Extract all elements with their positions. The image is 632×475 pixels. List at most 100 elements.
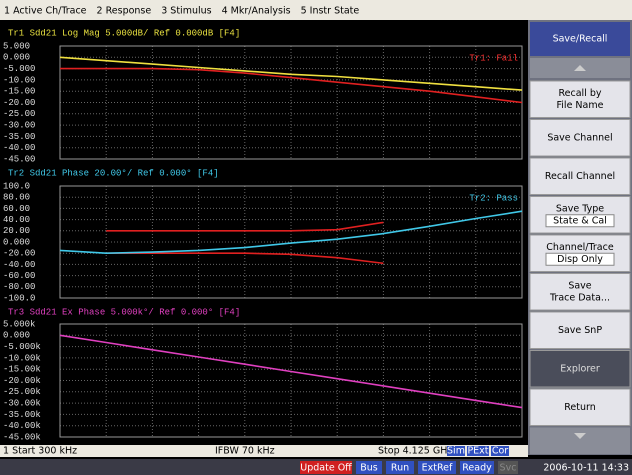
status-box	[460, 461, 494, 474]
status-item: Bus	[360, 463, 378, 474]
y-tick-label: -40.00	[3, 143, 35, 153]
y-tick-label: 100.0	[3, 181, 30, 191]
menu-item[interactable]: 4 Mkr/Analysis	[222, 6, 291, 17]
flag-box	[447, 446, 465, 456]
y-tick-label: -45.00	[3, 154, 35, 164]
softkey-label: Save	[568, 280, 591, 291]
softkey-label: File Name	[557, 100, 604, 111]
y-tick-label: -60.00	[3, 271, 35, 281]
softkey-label: Save Type	[556, 203, 604, 214]
y-tick-label: -25.00k	[3, 387, 41, 397]
plot-frame	[59, 323, 523, 438]
status-box	[386, 461, 414, 474]
y-tick-label: -35.00	[3, 132, 35, 142]
datetime: 2006-10-11 14:33	[543, 463, 629, 474]
trace-line	[59, 210, 523, 255]
y-tick-label: 5.000	[3, 41, 30, 51]
sweep-stop: Stop 4.125 GHz	[378, 446, 452, 457]
flag-box	[467, 446, 489, 456]
y-tick-label: 0.000	[3, 53, 30, 63]
y-tick-label: -5.000	[3, 64, 35, 74]
flag: PExt	[467, 446, 488, 457]
arrow-down	[574, 433, 586, 439]
trace-status: Tr1: Fail	[469, 53, 518, 63]
menu-item[interactable]: 3 Stimulus	[161, 6, 211, 17]
softkey-label: Trace Data...	[549, 292, 610, 303]
y-tick-label: -80.00	[3, 282, 35, 292]
softkey-label: Recall by	[558, 88, 601, 99]
softkey-label: Save SnP	[558, 325, 602, 336]
y-tick-label: 40.00	[3, 215, 30, 225]
flag-box	[491, 446, 509, 456]
softkey[interactable]	[529, 157, 631, 195]
y-tick-label: -20.00	[3, 98, 35, 108]
status-item: Update Off	[300, 463, 352, 474]
y-tick-label: -20.00	[3, 249, 35, 259]
trace-line	[59, 56, 523, 91]
y-tick-label: -5.000k	[3, 342, 41, 352]
status-box	[300, 461, 352, 474]
y-tick-label: -25.00	[3, 109, 35, 119]
trace-line	[106, 252, 384, 265]
y-tick-label: 0.000	[3, 237, 30, 247]
y-tick-label: 80.00	[3, 193, 30, 203]
y-tick-label: -40.00	[3, 260, 35, 270]
y-tick-label: -10.00	[3, 75, 35, 85]
y-tick-label: -20.00k	[3, 376, 41, 386]
plot-frame	[59, 185, 523, 299]
flag: Sim	[447, 446, 465, 457]
flag: Cor	[492, 446, 508, 457]
status-item: Svc	[500, 463, 517, 474]
status-item: Run	[391, 463, 409, 474]
softkey-title: Save/Recall	[553, 34, 608, 45]
softkey-value-box	[545, 252, 615, 266]
y-tick-label: 5.000k	[3, 319, 35, 329]
footer-bar	[0, 445, 528, 457]
softkey-label: Explorer	[560, 363, 600, 374]
softkey[interactable]	[529, 311, 631, 349]
menu-item[interactable]: 5 Instr State	[301, 6, 360, 17]
y-tick-label: -30.00k	[3, 398, 41, 408]
softkey[interactable]	[529, 350, 631, 388]
softkey-label: Save Channel	[547, 132, 612, 143]
y-tick-label: -30.00	[3, 120, 35, 130]
softkey[interactable]	[529, 119, 631, 157]
menu-item[interactable]: 2 Response	[97, 6, 152, 17]
menu-bar	[0, 0, 632, 20]
softkey[interactable]	[529, 80, 631, 118]
softkey-label: Channel/Trace	[546, 242, 614, 253]
y-tick-label: -45.00k	[3, 432, 41, 442]
status-item: Ready	[462, 463, 492, 474]
trace-line	[106, 221, 384, 232]
trace-header: Tr1 Sdd21 Log Mag 5.000dB/ Ref 0.000dB […	[8, 28, 240, 38]
trace-line	[60, 67, 523, 104]
trace-header: Tr3 Sdd21 Ex Phase 5.000k°/ Ref 0.000° […	[8, 307, 240, 317]
scroll-down[interactable]	[530, 427, 630, 455]
softkey-label: Recall Channel	[545, 171, 615, 182]
y-tick-label: -15.00k	[3, 365, 41, 375]
menu-item[interactable]: 1 Active Ch/Trace	[4, 6, 87, 17]
softkey-title-box	[530, 22, 630, 56]
softkey[interactable]	[529, 388, 631, 426]
y-tick-label: 20.00	[3, 226, 30, 236]
status-box	[356, 461, 382, 474]
y-tick-label: -35.00k	[3, 410, 41, 420]
y-tick-label: -10.00k	[3, 353, 41, 363]
y-tick-label: -40.00k	[3, 421, 41, 431]
status-item: ExtRef	[422, 463, 453, 474]
status-box	[498, 461, 518, 474]
y-tick-label: -100.0	[3, 293, 35, 303]
y-tick-label: -15.00	[3, 87, 35, 97]
softkey-label: Return	[564, 402, 596, 413]
softkey-value: Disp Only	[557, 254, 603, 265]
softkey[interactable]	[529, 273, 631, 311]
softkey-value: State & Cal	[553, 215, 607, 226]
trace-status: Tr2: Pass	[469, 193, 518, 203]
y-tick-label: 0.000	[3, 331, 30, 341]
trace-header: Tr2 Sdd21 Phase 20.00°/ Ref 0.000° [F4]	[8, 168, 219, 178]
ifbw: IFBW 70 kHz	[215, 446, 275, 457]
softkey-value-box	[545, 214, 615, 228]
arrow-up	[574, 65, 586, 71]
